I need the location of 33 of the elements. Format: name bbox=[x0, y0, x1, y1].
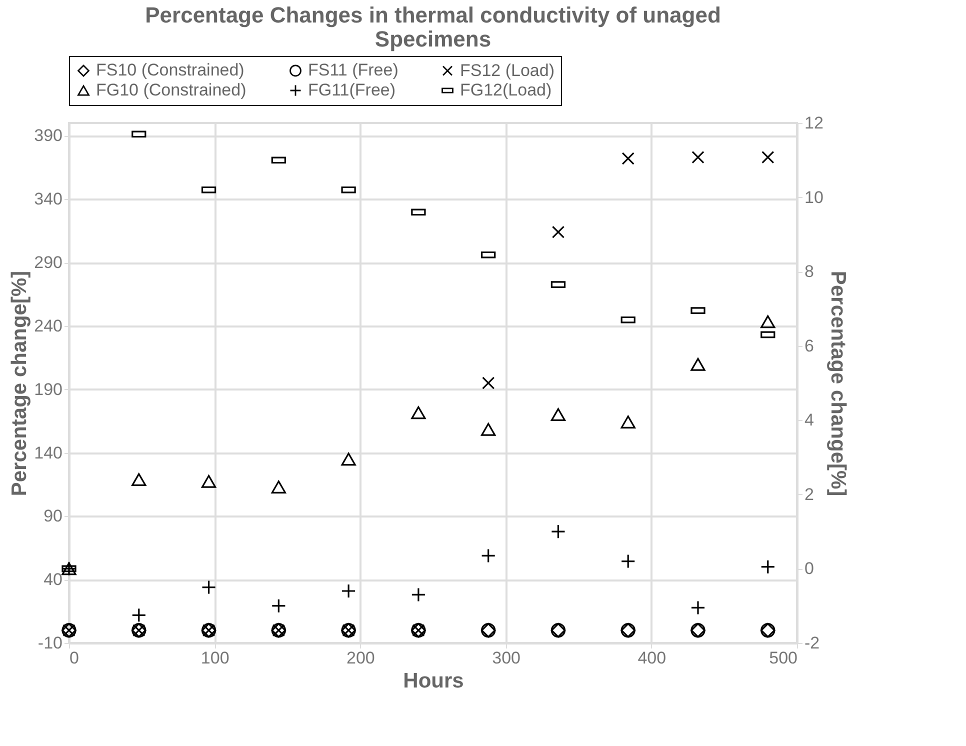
x-tick-label: 200 bbox=[346, 648, 375, 668]
y2-tick-label: 12 bbox=[804, 114, 824, 132]
y2-tick-label: 10 bbox=[804, 188, 824, 207]
y-tick-label: 40 bbox=[44, 570, 62, 590]
y2-tick-label: 6 bbox=[804, 336, 814, 356]
y2-axis-title: Percentage change[%] bbox=[826, 270, 850, 496]
x-tick-label: 400 bbox=[638, 648, 666, 668]
x-tick-label: 0 bbox=[70, 648, 79, 668]
x-tick-label: 500 bbox=[769, 648, 798, 668]
y-tick-label: 340 bbox=[34, 190, 62, 209]
y-tick-label: 390 bbox=[34, 126, 62, 146]
legend-label: FS10 (Constrained) bbox=[96, 60, 244, 80]
legend-label: FG12(Load) bbox=[460, 80, 552, 100]
y2-tick-label: 8 bbox=[804, 262, 814, 282]
y-tick-label: 190 bbox=[34, 380, 62, 399]
chart-title: Percentage Changes in thermal conductivity of unaged Specimens bbox=[145, 2, 721, 52]
legend-label: FG10 (Constrained) bbox=[96, 80, 246, 100]
y2-tick-label: 4 bbox=[804, 410, 814, 430]
y2-tick-label: 0 bbox=[804, 559, 814, 578]
y-tick-label: 240 bbox=[34, 316, 62, 336]
legend-label: FG11(Free) bbox=[308, 80, 396, 100]
x-axis-title: Hours bbox=[403, 670, 464, 692]
legend-label: FS11 (Free) bbox=[308, 60, 398, 80]
y-axis-title: Percentage change[%] bbox=[8, 270, 32, 496]
x-tick-label: 300 bbox=[492, 648, 520, 668]
legend-label: FS12 (Load) bbox=[460, 60, 554, 80]
y-tick-label: -10 bbox=[38, 634, 62, 652]
x-tick-label: 100 bbox=[200, 648, 230, 668]
y-tick-label: 290 bbox=[34, 253, 62, 272]
y2-tick-label: 2 bbox=[804, 484, 814, 504]
y-tick-label: 140 bbox=[34, 443, 62, 462]
y2-tick-label: -2 bbox=[804, 634, 820, 652]
y-tick-label: 90 bbox=[44, 506, 62, 526]
